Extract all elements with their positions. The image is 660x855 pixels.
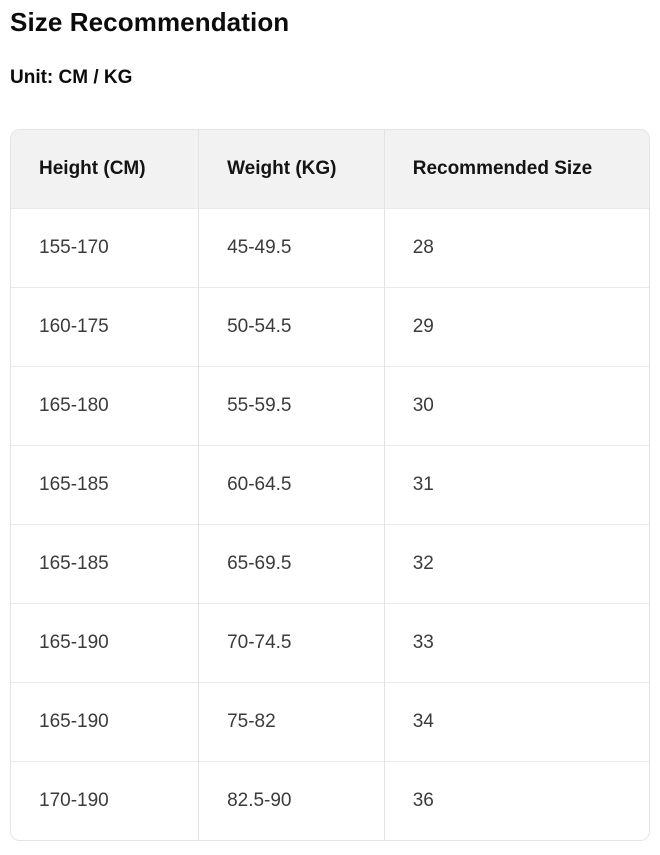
height-cell: 165-180 <box>11 365 200 446</box>
weight-cell: 45-49.5 <box>198 207 385 288</box>
size-cell: 33 <box>384 602 649 683</box>
height-cell: 165-190 <box>11 681 200 762</box>
size-cell: 29 <box>384 286 649 367</box>
weight-cell: 50-54.5 <box>198 286 385 367</box>
weight-cell: 55-59.5 <box>198 365 385 446</box>
unit-subtitle: Unit: CM / KG <box>10 66 133 88</box>
height-cell: 170-190 <box>11 760 200 841</box>
size-table-container: Height (CM) Weight (KG) Recommended Size 1… <box>10 129 650 842</box>
height-cell: 160-175 <box>11 286 200 367</box>
page-title: Size Recommendation <box>10 7 290 37</box>
table-row: 165-185 60-64.5 31 <box>11 444 649 525</box>
size-cell: 36 <box>384 760 649 841</box>
table-body: 155-170 45-49.5 28 160-175 50-54.5 29 165-180 5… <box>11 207 649 841</box>
weight-cell: 60-64.5 <box>198 444 385 525</box>
column-header: Weight (KG) <box>198 130 385 209</box>
table-row: 160-175 50-54.5 29 <box>11 286 649 367</box>
weight-cell: 65-69.5 <box>198 523 385 604</box>
table-row: 155-170 45-49.5 28 <box>11 207 649 288</box>
height-cell: 165-185 <box>11 523 200 604</box>
size-cell: 31 <box>384 444 649 525</box>
table-row: 165-185 65-69.5 32 <box>11 523 649 604</box>
height-cell: 165-190 <box>11 602 200 683</box>
size-cell: 32 <box>384 523 649 604</box>
size-cell: 30 <box>384 365 649 446</box>
size-cell: 34 <box>384 681 649 762</box>
size-table: Height (CM) Weight (KG) Recommended Size 1… <box>11 130 649 841</box>
table-header-row: Height (CM) Weight (KG) Recommended Size <box>11 130 649 209</box>
height-cell: 165-185 <box>11 444 200 525</box>
weight-cell: 82.5-90 <box>198 760 385 841</box>
weight-cell: 75-82 <box>198 681 385 762</box>
size-cell: 28 <box>384 207 649 288</box>
column-header: Recommended Size <box>384 130 649 209</box>
height-cell: 155-170 <box>11 207 200 288</box>
table-row: 170-190 82.5-90 36 <box>11 760 649 841</box>
weight-cell: 70-74.5 <box>198 602 385 683</box>
table-row: 165-180 55-59.5 30 <box>11 365 649 446</box>
column-header: Height (CM) <box>11 130 200 209</box>
table-row: 165-190 75-82 34 <box>11 681 649 762</box>
table-row: 165-190 70-74.5 33 <box>11 602 649 683</box>
